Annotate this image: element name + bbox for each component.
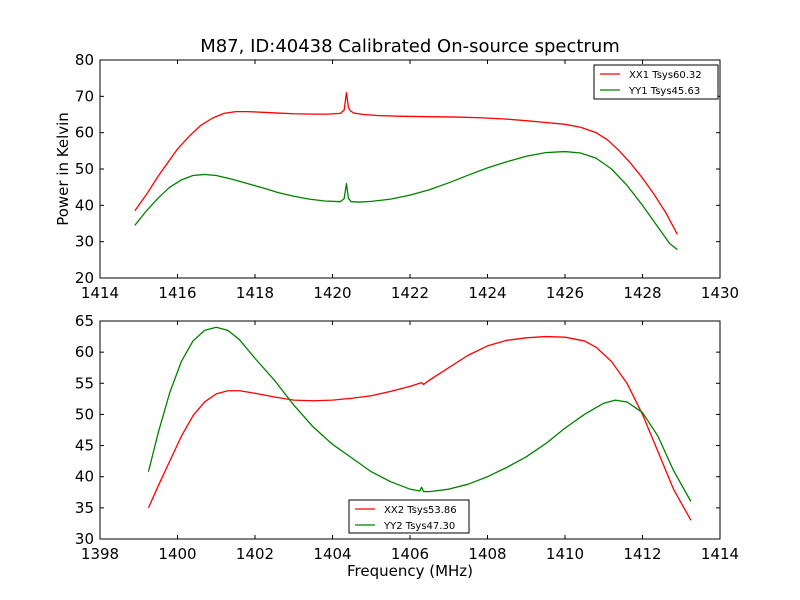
top-x-tick-label: 1422 <box>391 284 429 302</box>
top-y-tick-label: 70 <box>75 87 94 105</box>
bottom-x-tick-label: 1412 <box>623 545 661 563</box>
bottom-x-tick-label: 1406 <box>391 545 429 563</box>
bottom-x-tick-label: 1410 <box>546 545 584 563</box>
bottom-x-tick-label: 1404 <box>313 545 351 563</box>
bottom-y-tick-label: 55 <box>75 374 94 392</box>
top-legend-label-2: YY1 Tsys45.63 <box>628 86 700 97</box>
top-y-tick-label: 60 <box>75 124 94 142</box>
top-x-tick-label: 1416 <box>158 284 196 302</box>
top-y-axis-label: Power in Kelvin <box>54 112 72 226</box>
top-x-tick-label: 1430 <box>701 284 739 302</box>
bottom-y-tick-label: 40 <box>75 468 94 486</box>
bottom-y-tick-label: 50 <box>75 405 94 423</box>
bottom-legend: XX2 Tsys53.86 YY2 Tsys47.30 <box>348 499 470 534</box>
bottom-legend-label-1: XX2 Tsys53.86 <box>384 505 457 516</box>
bottom-y-tick-label: 35 <box>75 499 94 517</box>
top-x-tick-label: 1414 <box>81 284 119 302</box>
top-plot: 1414 1416 1418 1420 1422 1424 1426 1428 1430 20 30… <box>75 51 739 302</box>
top-y-tick-label: 30 <box>75 233 94 251</box>
top-y-tick-label: 20 <box>75 269 94 287</box>
top-y-tick-label: 80 <box>75 51 94 69</box>
top-legend-box <box>593 64 719 100</box>
bottom-y-tick-label: 65 <box>75 312 94 330</box>
bottom-x-tick-label: 1398 <box>81 545 119 563</box>
bottom-x-tick-label: 1402 <box>236 545 274 563</box>
top-x-tick-label: 1418 <box>236 284 274 302</box>
top-x-tick-label: 1420 <box>313 284 351 302</box>
bottom-series-line-2 <box>147 326 692 502</box>
top-x-tick-label: 1428 <box>623 284 661 302</box>
top-y-tick-label: 40 <box>75 196 94 214</box>
top-x-tick-label: 1424 <box>468 284 506 302</box>
bottom-x-tick-label: 1400 <box>158 545 196 563</box>
bottom-series-line-1 <box>147 335 692 521</box>
chart-title: M87, ID:40438 Calibrated On-source spect… <box>200 36 620 57</box>
bottom-y-tick-label: 30 <box>75 530 94 548</box>
bottom-legend-label-2: YY2 Tsys47.30 <box>383 521 455 532</box>
bottom-x-tick-label: 1408 <box>468 545 506 563</box>
top-series-line-1 <box>134 92 678 235</box>
top-series-line-2 <box>134 150 678 251</box>
bottom-x-tick-label: 1414 <box>701 545 739 563</box>
bottom-x-axis-label: Frequency (MHz) <box>347 562 473 580</box>
top-legend-label-1: XX1 Tsys60.32 <box>629 70 702 81</box>
bottom-plot: 1398 1400 1402 1404 1406 1408 1410 1412 1414 30 35… <box>75 312 739 563</box>
bottom-y-tick-label: 45 <box>75 437 94 455</box>
bottom-legend-box <box>348 499 470 534</box>
top-y-tick-label: 50 <box>75 160 94 178</box>
bottom-y-tick-label: 60 <box>75 343 94 361</box>
top-x-tick-label: 1426 <box>546 284 584 302</box>
top-legend: XX1 Tsys60.32 YY1 Tsys45.63 <box>593 64 719 100</box>
